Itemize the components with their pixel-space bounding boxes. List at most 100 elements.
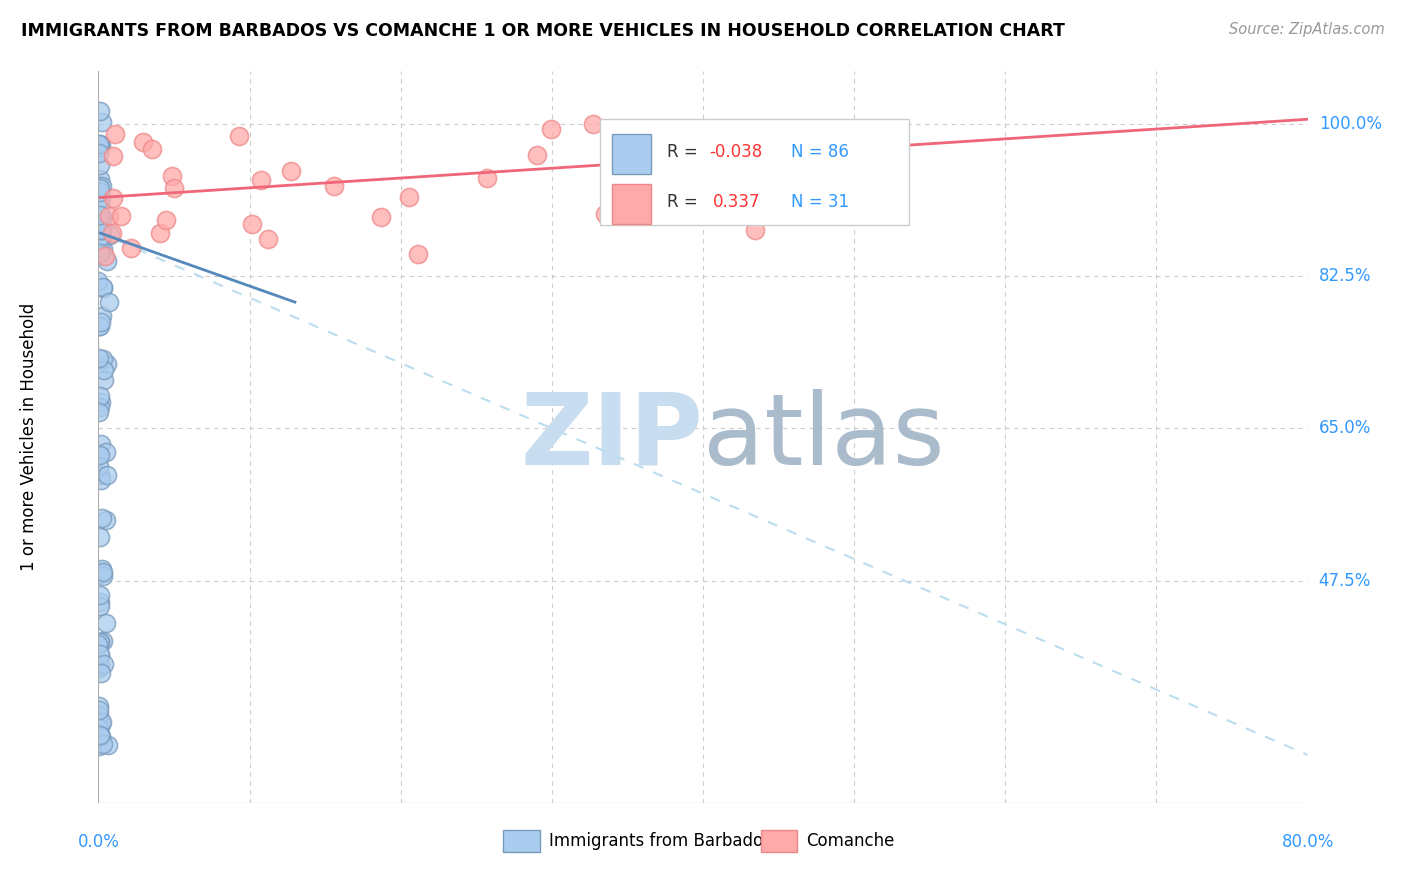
Point: [93, 281, 115, 295]
Point: [744, 223, 766, 237]
Point: [89, 136, 111, 151]
Point: [89, 467, 111, 482]
Point: [595, 207, 617, 221]
Point: [89, 530, 111, 544]
Text: 100.0%: 100.0%: [1319, 114, 1382, 133]
Point: [91, 568, 114, 582]
Bar: [613, 184, 651, 224]
Text: Comanche: Comanche: [806, 832, 894, 850]
Point: [90, 210, 112, 224]
Point: [89, 181, 111, 195]
Point: [87, 274, 110, 288]
Point: [149, 226, 172, 240]
Point: [104, 127, 127, 141]
Bar: [503, 830, 540, 852]
Point: [90, 665, 112, 680]
Point: [90, 223, 112, 237]
Point: [89, 246, 111, 260]
Text: 1 or more Vehicles in Household: 1 or more Vehicles in Household: [20, 303, 38, 571]
Text: N = 86: N = 86: [792, 144, 849, 161]
Point: [89, 634, 111, 648]
Text: 0.337: 0.337: [713, 194, 761, 211]
Point: [93, 657, 115, 671]
Point: [94, 249, 117, 263]
Point: [90, 315, 112, 329]
Point: [90, 510, 112, 524]
Text: 47.5%: 47.5%: [1319, 572, 1371, 590]
Point: [91, 178, 114, 193]
Point: [89, 158, 111, 172]
Point: [89, 219, 111, 234]
Point: [89, 239, 111, 253]
Point: [89, 230, 111, 244]
Point: [89, 635, 111, 649]
Point: [654, 171, 676, 186]
Point: [89, 103, 111, 118]
Point: [90, 230, 112, 244]
Point: [93, 373, 115, 387]
Point: [87, 351, 110, 365]
Point: [240, 217, 263, 231]
Point: [89, 389, 111, 403]
Point: [90, 191, 112, 205]
Point: [89, 186, 111, 200]
Point: [526, 148, 548, 162]
Point: [96, 253, 118, 268]
Point: [101, 191, 124, 205]
Point: [87, 137, 110, 152]
Point: [94, 616, 117, 631]
Point: [155, 212, 177, 227]
Point: [89, 448, 111, 462]
Point: [89, 722, 111, 736]
Text: atlas: atlas: [703, 389, 945, 485]
Point: [89, 318, 111, 333]
Text: R =: R =: [666, 194, 709, 211]
Point: [101, 226, 124, 240]
Point: [91, 242, 114, 256]
Point: [91, 309, 114, 323]
Point: [90, 214, 112, 228]
Text: N = 31: N = 31: [792, 194, 849, 211]
Point: [89, 401, 111, 415]
Point: [90, 473, 112, 487]
Point: [87, 702, 110, 716]
Text: R =: R =: [666, 144, 703, 161]
Point: [91, 714, 114, 729]
Point: [87, 707, 110, 722]
Point: [90, 115, 112, 129]
Point: [98, 227, 121, 242]
Point: [93, 363, 115, 377]
Point: [89, 199, 111, 213]
Point: [90, 223, 112, 237]
Point: [132, 135, 155, 149]
Point: [89, 588, 111, 602]
Point: [97, 294, 120, 309]
Text: Source: ZipAtlas.com: Source: ZipAtlas.com: [1229, 22, 1385, 37]
Point: [89, 658, 111, 673]
Text: IMMIGRANTS FROM BARBADOS VS COMANCHE 1 OR MORE VEHICLES IN HOUSEHOLD CORRELATION: IMMIGRANTS FROM BARBADOS VS COMANCHE 1 O…: [21, 22, 1064, 40]
Point: [540, 121, 562, 136]
Point: [120, 241, 142, 255]
Text: 0.0%: 0.0%: [77, 833, 120, 851]
Point: [90, 394, 112, 409]
Point: [89, 437, 111, 451]
Point: [228, 128, 250, 143]
Point: [89, 728, 111, 742]
Point: [257, 231, 280, 245]
Point: [160, 169, 183, 183]
Point: [91, 737, 114, 751]
Point: [89, 566, 111, 581]
Point: [97, 209, 120, 223]
Point: [249, 172, 271, 186]
Text: 80.0%: 80.0%: [1281, 833, 1334, 851]
Point: [716, 159, 738, 173]
Point: [89, 599, 111, 614]
Point: [97, 738, 120, 752]
Point: [87, 146, 110, 161]
Point: [91, 634, 114, 648]
Point: [87, 458, 110, 473]
Point: [101, 149, 124, 163]
Point: [89, 405, 111, 419]
Point: [87, 319, 110, 334]
Text: Immigrants from Barbados: Immigrants from Barbados: [550, 832, 772, 850]
